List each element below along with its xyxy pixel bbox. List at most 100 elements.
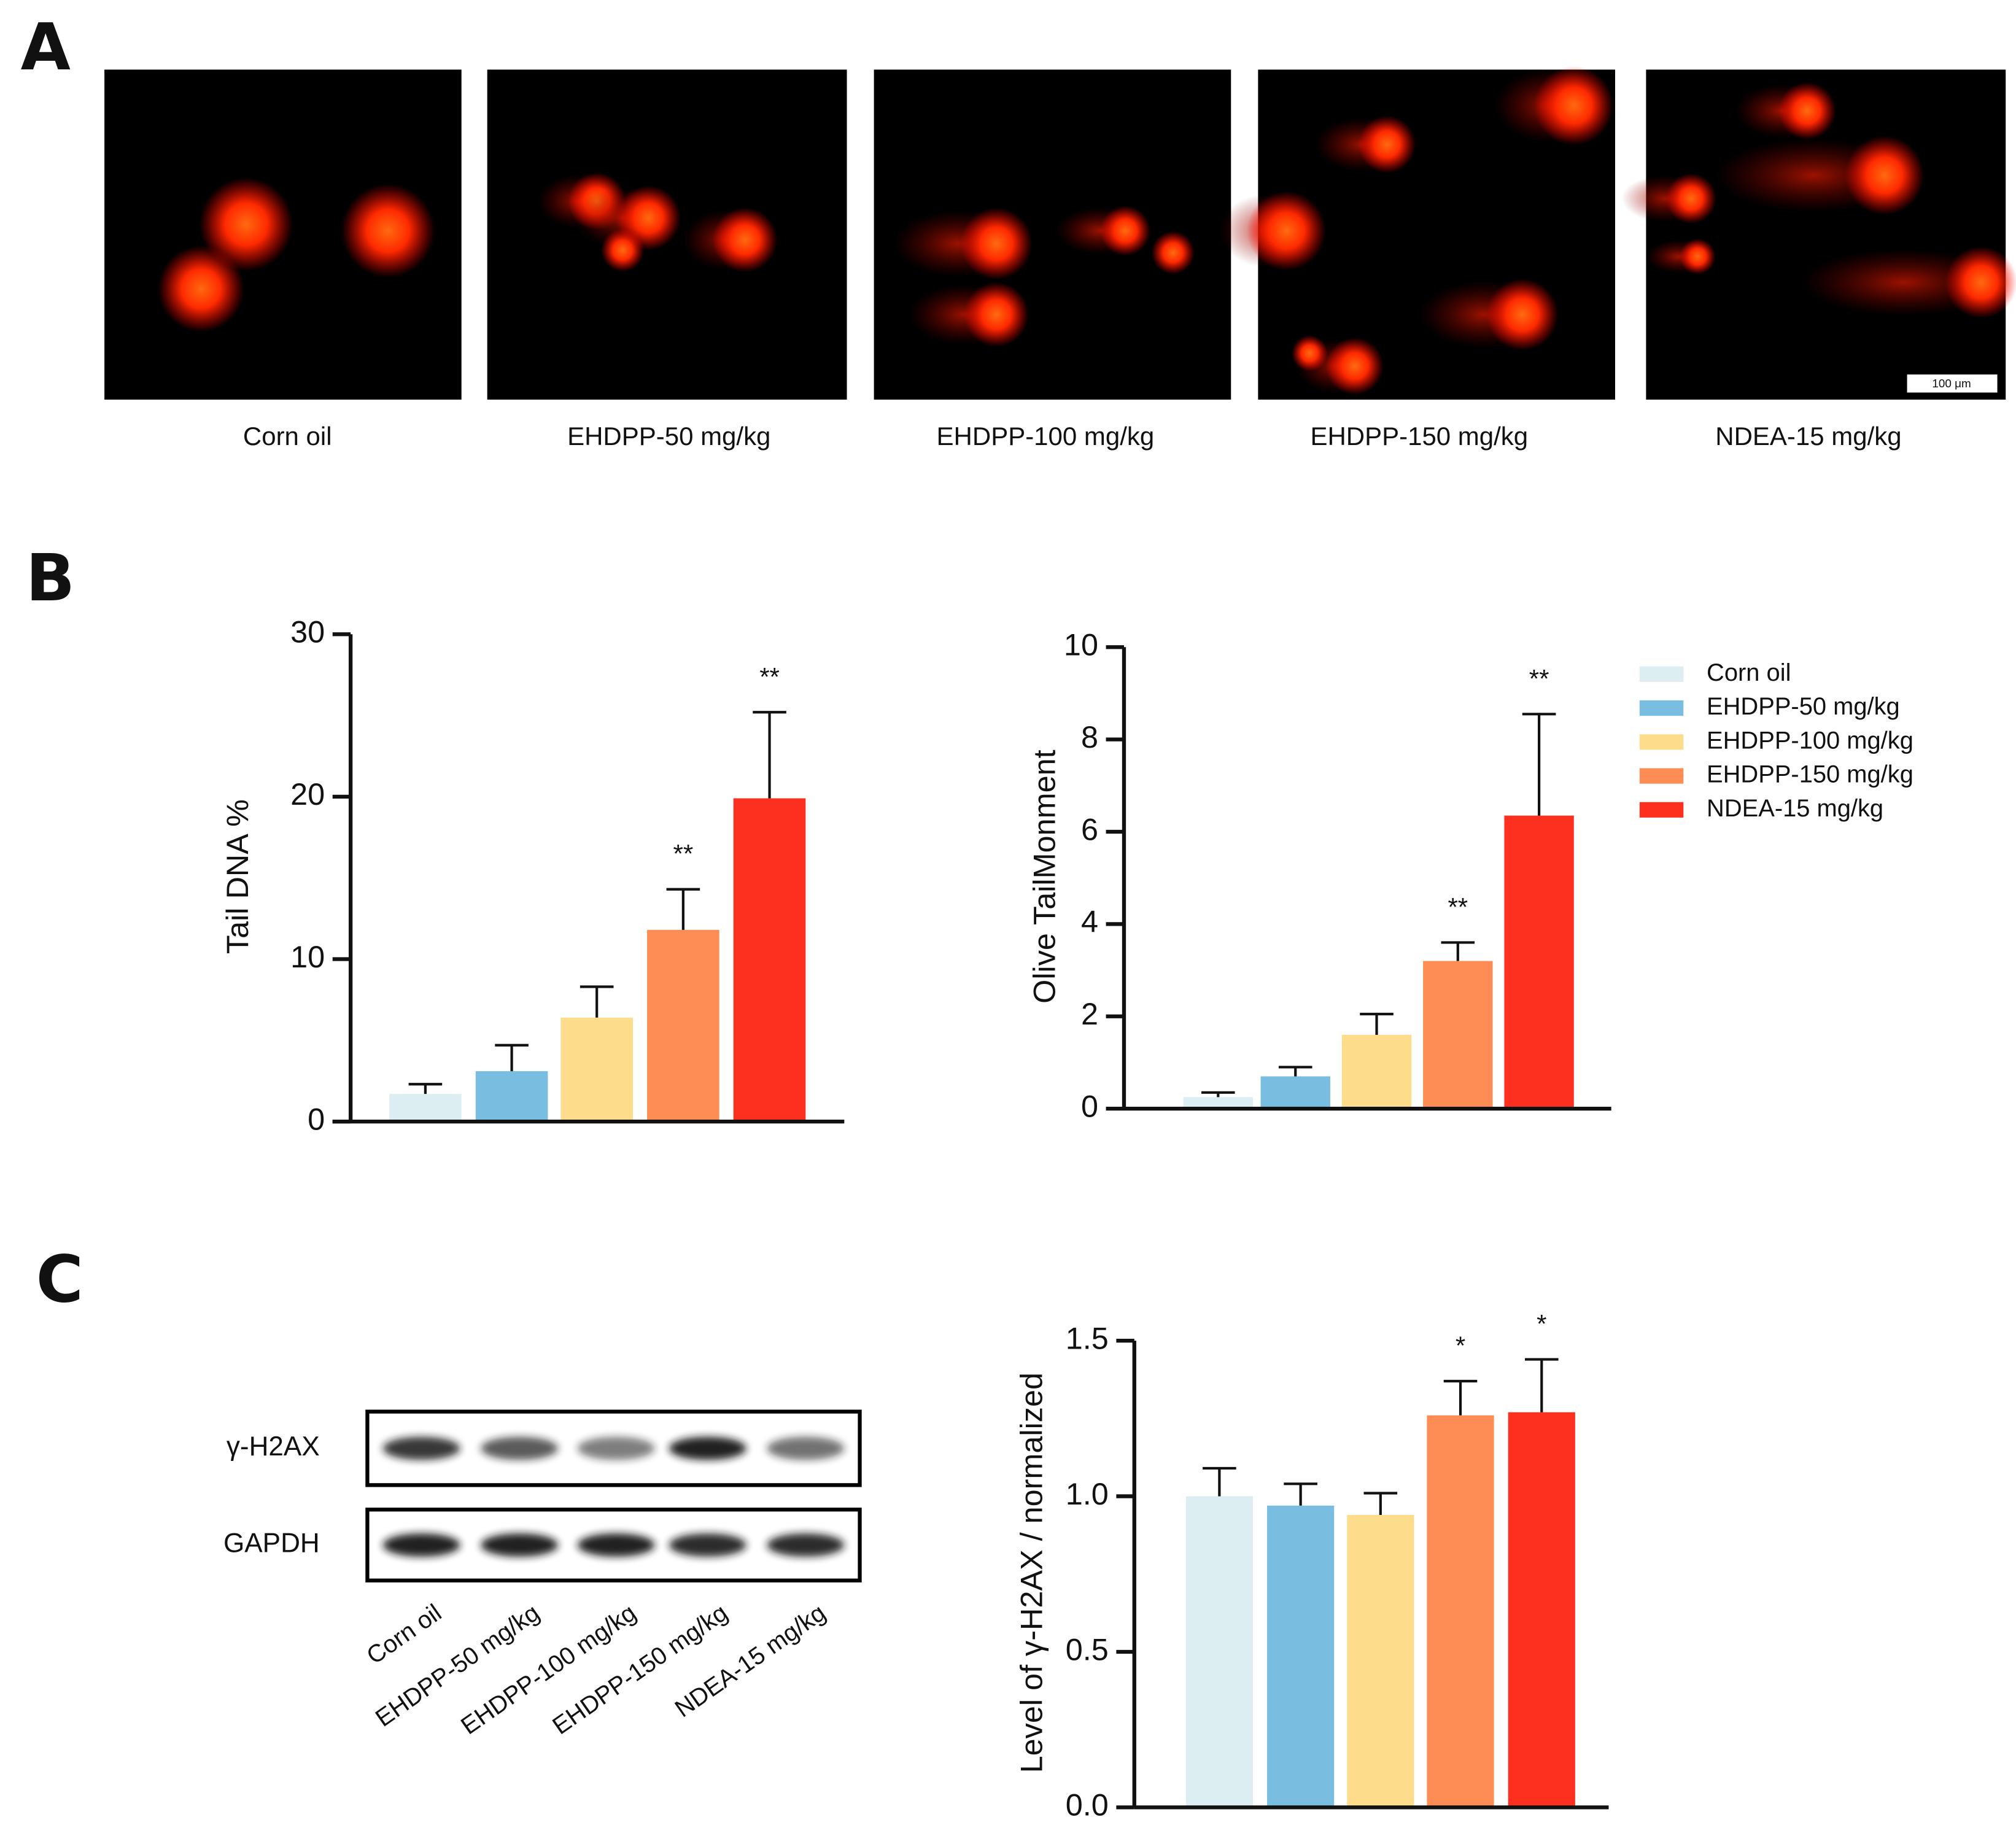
legend-label: EHDPP-50 mg/kg bbox=[1707, 693, 1900, 720]
legend-label: Corn oil bbox=[1707, 659, 1791, 686]
image-caption: EHDPP-50 mg/kg bbox=[567, 422, 770, 451]
comet-head bbox=[1325, 337, 1384, 395]
comet-head bbox=[1778, 82, 1836, 140]
legend-label: EHDPP-100 mg/kg bbox=[1707, 727, 1913, 754]
significance-marker: ** bbox=[673, 839, 694, 868]
image-caption: NDEA-15 mg/kg bbox=[1715, 422, 1901, 451]
bar bbox=[1347, 1514, 1414, 1808]
blot-lane-label: EHDPP-50 mg/kg bbox=[371, 1599, 545, 1732]
bar bbox=[1508, 1412, 1575, 1808]
error-bar bbox=[1201, 1091, 1235, 1098]
bar bbox=[1504, 815, 1574, 1109]
bar bbox=[1427, 1415, 1494, 1808]
error-bar bbox=[1522, 713, 1556, 816]
error-bar bbox=[1360, 1012, 1394, 1035]
blot-lane-label: Corn oil bbox=[362, 1599, 446, 1670]
significance-marker: ** bbox=[1448, 893, 1468, 921]
error-bar bbox=[408, 1083, 443, 1094]
panel-label: C bbox=[36, 1242, 83, 1317]
comet-head bbox=[1845, 135, 1925, 215]
image-caption: EHDPP-100 mg/kg bbox=[937, 422, 1155, 451]
error-bar bbox=[495, 1044, 529, 1072]
bar bbox=[1183, 1097, 1253, 1109]
error-bar bbox=[753, 711, 786, 799]
comet-head bbox=[1151, 231, 1195, 274]
bar bbox=[733, 798, 806, 1122]
y-tick-label: 6 bbox=[1081, 811, 1098, 846]
blot-row-label: γ-H2AX bbox=[227, 1431, 320, 1462]
comet-head bbox=[600, 228, 645, 272]
y-tick-label: 0.0 bbox=[1066, 1787, 1109, 1822]
significance-marker: ** bbox=[1529, 664, 1549, 693]
comet-head bbox=[1679, 238, 1716, 275]
comet-head bbox=[960, 207, 1033, 280]
comet-head bbox=[1291, 335, 1328, 371]
bar bbox=[389, 1094, 462, 1122]
bar bbox=[560, 1017, 633, 1122]
error-bar bbox=[1441, 941, 1475, 961]
blot-row-label: GAPDH bbox=[223, 1528, 320, 1559]
y-axis-label: Tail DNA % bbox=[220, 799, 255, 954]
error-bar bbox=[666, 888, 700, 930]
y-tick-label: 1.5 bbox=[1066, 1320, 1109, 1355]
comet-head bbox=[199, 177, 293, 271]
blot-band bbox=[767, 1436, 845, 1460]
micrograph bbox=[1219, 66, 1615, 400]
blot-band bbox=[481, 1533, 559, 1557]
error-bar bbox=[1524, 1358, 1559, 1412]
bar bbox=[475, 1071, 548, 1122]
comet-head bbox=[158, 245, 245, 332]
comet-head bbox=[1099, 205, 1151, 257]
bar bbox=[1423, 961, 1493, 1109]
error-bar bbox=[1278, 1066, 1312, 1077]
y-tick-label: 0.5 bbox=[1066, 1632, 1109, 1667]
panel-label: A bbox=[21, 10, 71, 85]
comet-head bbox=[1665, 173, 1717, 224]
blot-band bbox=[481, 1436, 559, 1460]
micrograph bbox=[874, 69, 1231, 400]
legend-swatch bbox=[1639, 666, 1684, 682]
y-tick-label: 10 bbox=[1064, 627, 1098, 662]
error-bar bbox=[580, 985, 614, 1018]
y-tick-label: 0 bbox=[308, 1101, 325, 1136]
error-bar bbox=[1284, 1482, 1317, 1506]
significance-marker: * bbox=[1537, 1309, 1546, 1338]
scale-bar-box bbox=[1906, 373, 1999, 394]
y-axis-label: Level of γ-H2AX / normalized bbox=[1014, 1373, 1049, 1773]
blot-band bbox=[382, 1533, 460, 1557]
y-tick-label: 0 bbox=[1081, 1088, 1098, 1123]
comet-head bbox=[712, 207, 778, 273]
legend-swatch bbox=[1639, 734, 1684, 750]
error-bar bbox=[1443, 1379, 1478, 1416]
significance-marker: * bbox=[1456, 1331, 1465, 1360]
y-tick-label: 8 bbox=[1081, 719, 1098, 754]
image-caption: EHDPP-150 mg/kg bbox=[1310, 422, 1528, 451]
y-tick-label: 30 bbox=[290, 614, 325, 649]
legend-label: NDEA-15 mg/kg bbox=[1707, 795, 1883, 822]
comet-head bbox=[964, 282, 1029, 347]
legend-swatch bbox=[1639, 700, 1684, 716]
comet-head bbox=[1246, 191, 1327, 271]
micrograph bbox=[487, 69, 847, 400]
blot-band bbox=[382, 1436, 460, 1460]
scale-bar-label: 100 μm bbox=[1932, 378, 1971, 390]
comet-head bbox=[341, 184, 435, 278]
significance-marker: ** bbox=[759, 662, 780, 691]
blot-band bbox=[669, 1533, 746, 1557]
blot-band bbox=[669, 1436, 746, 1460]
y-tick-label: 10 bbox=[290, 939, 325, 974]
bar bbox=[1185, 1496, 1253, 1808]
image-caption: Corn oil bbox=[243, 422, 332, 451]
comet-head bbox=[1358, 115, 1416, 174]
y-tick-label: 4 bbox=[1081, 904, 1098, 939]
blot-band bbox=[577, 1436, 655, 1460]
legend-swatch bbox=[1639, 768, 1684, 784]
blot-band bbox=[767, 1533, 845, 1557]
comet-head bbox=[1486, 278, 1559, 351]
legend-swatch bbox=[1639, 802, 1684, 818]
y-tick-label: 2 bbox=[1081, 996, 1098, 1031]
bar bbox=[1260, 1076, 1330, 1109]
bar bbox=[1341, 1034, 1412, 1109]
